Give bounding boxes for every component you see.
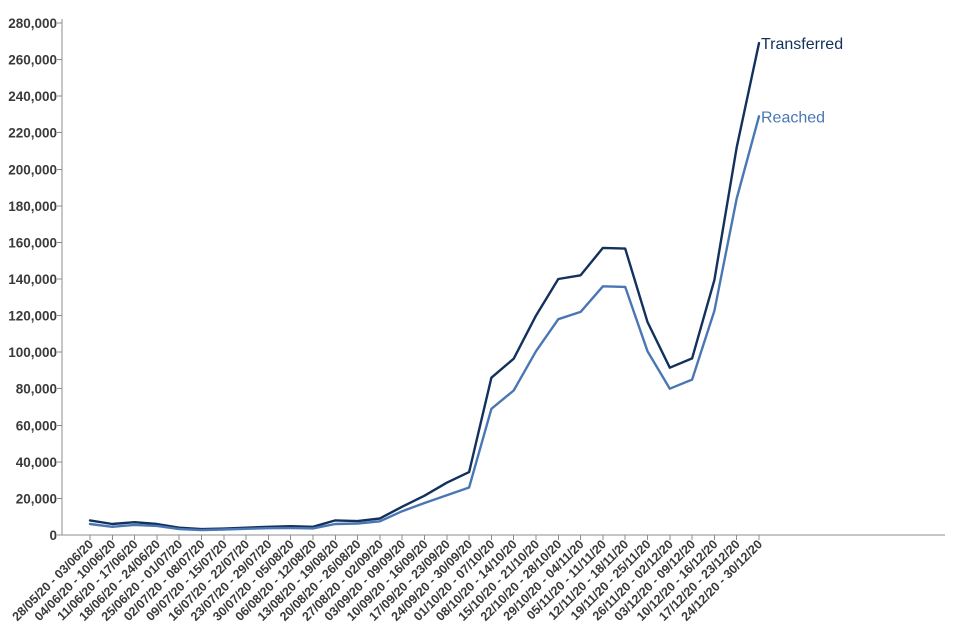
y-tick-label: 20,000 [16,491,57,506]
series-line-reached [88,115,761,532]
series-label-transferred: Transferred [761,36,843,53]
y-tick-label: 40,000 [16,455,57,470]
series-group [88,41,761,532]
y-tick-label: 240,000 [8,89,57,104]
series-labels: Transferred Reached [761,36,843,126]
y-tick-label: 120,000 [8,309,57,324]
y-tick-label: 0 [49,528,57,543]
series-line-transferred [88,41,761,531]
y-tick-label: 60,000 [16,418,57,433]
y-tick-label: 100,000 [8,345,57,360]
series-label-reached: Reached [761,109,825,126]
y-tick-label: 260,000 [8,53,57,68]
y-axis: 0 20,000 40,000 60,000 80,000 100,000 120,000 1… [8,16,63,543]
y-tick-label: 280,000 [8,16,57,31]
y-tick-label: 160,000 [8,235,57,250]
y-tick-label: 180,000 [8,199,57,214]
y-tick-label: 200,000 [8,162,57,177]
y-tick-label: 80,000 [16,382,57,397]
y-tick-label: 220,000 [8,126,57,141]
y-tick-label: 140,000 [8,272,57,287]
